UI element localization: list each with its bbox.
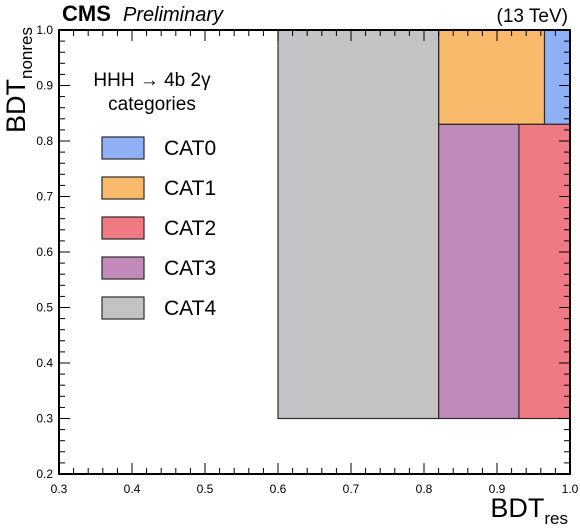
y-tick-label-0-9: 0.9 bbox=[36, 79, 53, 93]
y-tick-label-1-0: 1.0 bbox=[36, 23, 53, 37]
legend-swatch-cat1 bbox=[101, 176, 145, 200]
y-tick-label-0-5: 0.5 bbox=[36, 301, 53, 315]
x-tick-label-0-6: 0.6 bbox=[270, 482, 287, 496]
x-tick-label-0-8: 0.8 bbox=[416, 482, 433, 496]
y-axis-title-main: BDT bbox=[1, 79, 31, 133]
y-tick-label-0-2: 0.2 bbox=[36, 467, 53, 481]
legend-swatch-cat0 bbox=[101, 136, 145, 160]
y-tick-label-0-8: 0.8 bbox=[36, 134, 53, 148]
region-cat1 bbox=[438, 29, 546, 125]
x-tick-label-0-5: 0.5 bbox=[197, 482, 214, 496]
legend-label-cat2: CAT2 bbox=[164, 217, 216, 240]
legend-swatch-cat4 bbox=[101, 296, 145, 320]
legend-header-line2: categories bbox=[108, 94, 196, 115]
x-tick-label-0-3: 0.3 bbox=[51, 482, 68, 496]
legend: HHH → 4b 2γ categories CAT0CAT1CAT2CAT3C… bbox=[93, 70, 216, 320]
y-tick-label-0-3: 0.3 bbox=[36, 412, 53, 426]
x-tick-label-0-4: 0.4 bbox=[124, 482, 141, 496]
legend-label-cat1: CAT1 bbox=[164, 177, 216, 200]
legend-swatch-cat2 bbox=[101, 216, 145, 240]
x-axis-ticks: 0.3 0.4 0.5 0.6 0.7 0.8 0.9 1.0 bbox=[51, 30, 579, 496]
legend-header-line1: HHH → 4b 2γ bbox=[93, 70, 211, 91]
region-cat0 bbox=[543, 29, 571, 125]
legend-swatch-cat3 bbox=[101, 256, 145, 280]
legend-entries: CAT0 CAT1 CAT2 CAT3 CAT4 bbox=[101, 136, 216, 320]
y-tick-label-0-6: 0.6 bbox=[36, 245, 53, 259]
x-tick-label-1-0: 1.0 bbox=[562, 482, 579, 496]
status-label: Preliminary bbox=[123, 4, 224, 26]
y-tick-label-0-7: 0.7 bbox=[36, 190, 53, 204]
region-cat4 bbox=[277, 29, 440, 420]
experiment-label: CMS bbox=[62, 1, 111, 26]
y-axis-title-sub: nonres bbox=[17, 27, 36, 79]
legend-label-cat3: CAT3 bbox=[164, 257, 216, 280]
y-tick-label-0-4: 0.4 bbox=[36, 356, 53, 370]
energy-label: (13 TeV) bbox=[497, 6, 568, 27]
category-regions bbox=[277, 29, 571, 420]
region-cat3 bbox=[438, 123, 520, 420]
x-tick-label-0-9: 0.9 bbox=[489, 482, 506, 496]
legend-label-cat4: CAT4 bbox=[164, 297, 216, 320]
x-axis-title: BDTres bbox=[490, 493, 568, 528]
region-cat2 bbox=[518, 123, 571, 420]
x-axis-title-main: BDT bbox=[490, 493, 544, 523]
y-axis-title: BDTnonres bbox=[1, 27, 36, 133]
legend-label-cat0: CAT0 bbox=[164, 137, 216, 160]
x-tick-label-0-7: 0.7 bbox=[343, 482, 360, 496]
y-axis-ticks: 0.2 0.3 0.4 0.5 0.6 0.7 0.8 0.9 1.0 bbox=[36, 23, 570, 481]
x-axis-title-sub: res bbox=[544, 509, 568, 528]
